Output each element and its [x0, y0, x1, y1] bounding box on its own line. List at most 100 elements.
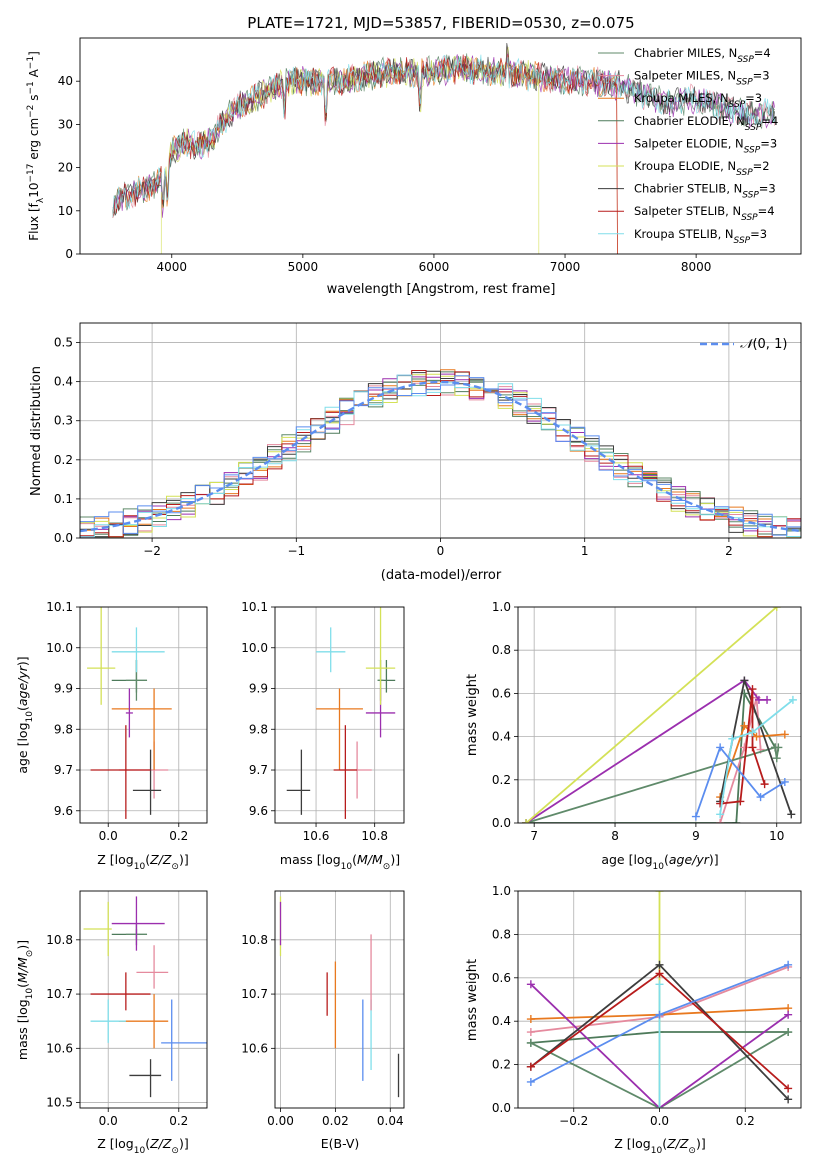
- mw-age-marker: [716, 819, 725, 823]
- x-axis-label-part: age [log: [601, 852, 652, 867]
- x-tick-label: 0.2: [169, 1114, 188, 1128]
- y-axis-label-part: (: [15, 983, 30, 988]
- legend-entry-part: Salpeter MILES, N: [634, 69, 736, 83]
- mw-age-marker: [716, 810, 725, 819]
- x-axis-label-part: ⊙: [171, 1146, 179, 1156]
- y-tick-label: 10.8: [46, 933, 73, 947]
- mw-age-marker: [740, 676, 749, 685]
- legend-entry-part: =3: [750, 227, 767, 241]
- y-tick-label: 0: [65, 247, 73, 261]
- x-tick-label: 5000: [288, 260, 319, 274]
- y-axis-label-part: −17: [26, 164, 36, 183]
- y-axis-label-part: (: [15, 706, 30, 711]
- y-axis-label-part: age/yr: [15, 665, 30, 706]
- age-vs-mass-frame: [274, 606, 405, 824]
- y-tick-label: 0.2: [492, 773, 511, 787]
- y-tick-label: 10.7: [241, 987, 268, 1001]
- legend: [598, 52, 624, 235]
- y-tick-label: 0.8: [492, 927, 511, 941]
- x-tick-label: 0.02: [322, 1114, 349, 1128]
- y-axis-label: age [log10(age/yr)]: [15, 656, 35, 773]
- mw-age-marker: [691, 812, 700, 821]
- y-axis-label-part: 10: [27, 183, 41, 198]
- y-tick-label: 10: [58, 204, 73, 218]
- legend-entry: Salpeter MILES, NSSP=3: [634, 69, 770, 88]
- x-tick-label: 1: [581, 544, 589, 558]
- legend-entry: Kroupa MILES, NSSP=3: [634, 91, 762, 110]
- mass-vs-ebv-axes: 0.00 0.02 0.04 10.6 10.7 10.8: [241, 890, 405, 1128]
- legend-entry-part: Kroupa MILES, N: [634, 91, 729, 105]
- mw-age-marker: [732, 819, 741, 823]
- x-tick-label: −0.2: [559, 1114, 588, 1128]
- age-vs-mass-plot-area: [286, 607, 396, 819]
- mw-z-marker: [784, 1010, 793, 1019]
- y-axis-label: mass weight: [465, 959, 480, 1041]
- y-tick-label: 0.2: [492, 1058, 511, 1072]
- y-tick-label: 10.0: [46, 641, 73, 655]
- x-tick-label: 10: [769, 829, 784, 843]
- mw-z-marker: [526, 1015, 535, 1024]
- mw-age-marker: [772, 607, 781, 611]
- mw-z-marker: [526, 1028, 535, 1037]
- legend-entry-part: Kroupa STELIB, N: [634, 227, 734, 241]
- y-tick-label: 0.6: [492, 686, 511, 700]
- residuals-plot-area: [80, 369, 801, 538]
- y-axis-label-part: age [log: [15, 722, 30, 773]
- x-axis-label-part: )]: [696, 1136, 706, 1151]
- mw-z-marker: [655, 891, 664, 895]
- mass-weight-vs-Z-axes: −0.2 0.0 0.2 0.0 0.2 0.4 0.6 0.8 1.0: [492, 884, 802, 1128]
- x-tick-label: 0.00: [267, 1114, 294, 1128]
- y-axis-label-part: −1: [26, 56, 36, 69]
- y-tick-label: 9.7: [249, 763, 268, 777]
- mass-weight-vs-Z-plot-area: [526, 891, 793, 1108]
- x-tick-label: −2: [143, 544, 161, 558]
- x-tick-label: −1: [287, 544, 305, 558]
- x-axis-label: (data-model)/error: [381, 568, 502, 583]
- mw-z-marker: [526, 980, 535, 989]
- x-tick-label: 10.6: [303, 829, 330, 843]
- figure-title: PLATE=1721, MJD=53857, FIBERID=0530, z=0…: [247, 14, 634, 32]
- mw-age-marker: [748, 728, 757, 737]
- x-axis-label: E(B-V): [321, 1136, 360, 1151]
- mw-age-marker: [780, 777, 789, 786]
- histogram-series: [80, 374, 801, 538]
- mw-z-marker: [655, 960, 664, 969]
- residuals-frame: [79, 322, 802, 539]
- y-tick-label: 1.0: [492, 600, 511, 614]
- y-tick-label: 9.9: [54, 682, 73, 696]
- legend-entry: Kroupa ELODIE, NSSP=2: [634, 159, 770, 178]
- legend-entry-part: =2: [753, 159, 770, 173]
- mw-age-marker: [736, 797, 745, 806]
- mw-z-marker: [655, 969, 664, 978]
- y-tick-label: 40: [58, 74, 73, 88]
- mw-age-marker: [774, 743, 783, 752]
- y-tick-label: 0.4: [492, 730, 511, 744]
- x-tick-label: 2: [725, 544, 733, 558]
- x-axis-label-part: 10: [134, 1146, 146, 1156]
- x-axis-label: Z [log10(Z/Z⊙)]: [97, 852, 188, 872]
- mw-age-marker: [748, 685, 757, 694]
- x-axis-label-part: Z [log: [97, 852, 133, 867]
- spectrum-frame: [79, 37, 802, 255]
- x-tick-label: 0.04: [377, 1114, 404, 1128]
- residuals-axes: −2 −1 0 1 2 0.0 0.1 0.2 0.3 0.4 0.5: [54, 322, 802, 558]
- legend-entry-part: Chabrier MILES, N: [634, 46, 737, 60]
- legend-entry: Chabrier STELIB, NSSP=3: [634, 182, 776, 201]
- spectrum-plot-area: [112, 42, 776, 254]
- mw-z-marker: [784, 1095, 793, 1104]
- x-tick-label: 0: [437, 544, 445, 558]
- y-tick-label: 0.5: [54, 336, 73, 350]
- y-tick-label: 9.6: [54, 804, 73, 818]
- x-axis-label-part: ⊙: [383, 862, 391, 872]
- y-axis-label-part: 10: [25, 711, 35, 723]
- age-vs-mass-axes: 10.6 10.8 9.6 9.7 9.8 9.9 10.0 10.1: [241, 600, 405, 843]
- x-tick-label: 0.0: [99, 829, 118, 843]
- x-axis-label-part: (: [352, 852, 357, 867]
- gaussian-curve: [80, 380, 801, 533]
- spectrum-line: [112, 54, 776, 218]
- y-tick-label: 9.6: [249, 804, 268, 818]
- y-tick-label: 0.8: [492, 643, 511, 657]
- y-tick-label: 10.7: [46, 987, 73, 1001]
- legend-entry-part: SSP: [736, 78, 753, 88]
